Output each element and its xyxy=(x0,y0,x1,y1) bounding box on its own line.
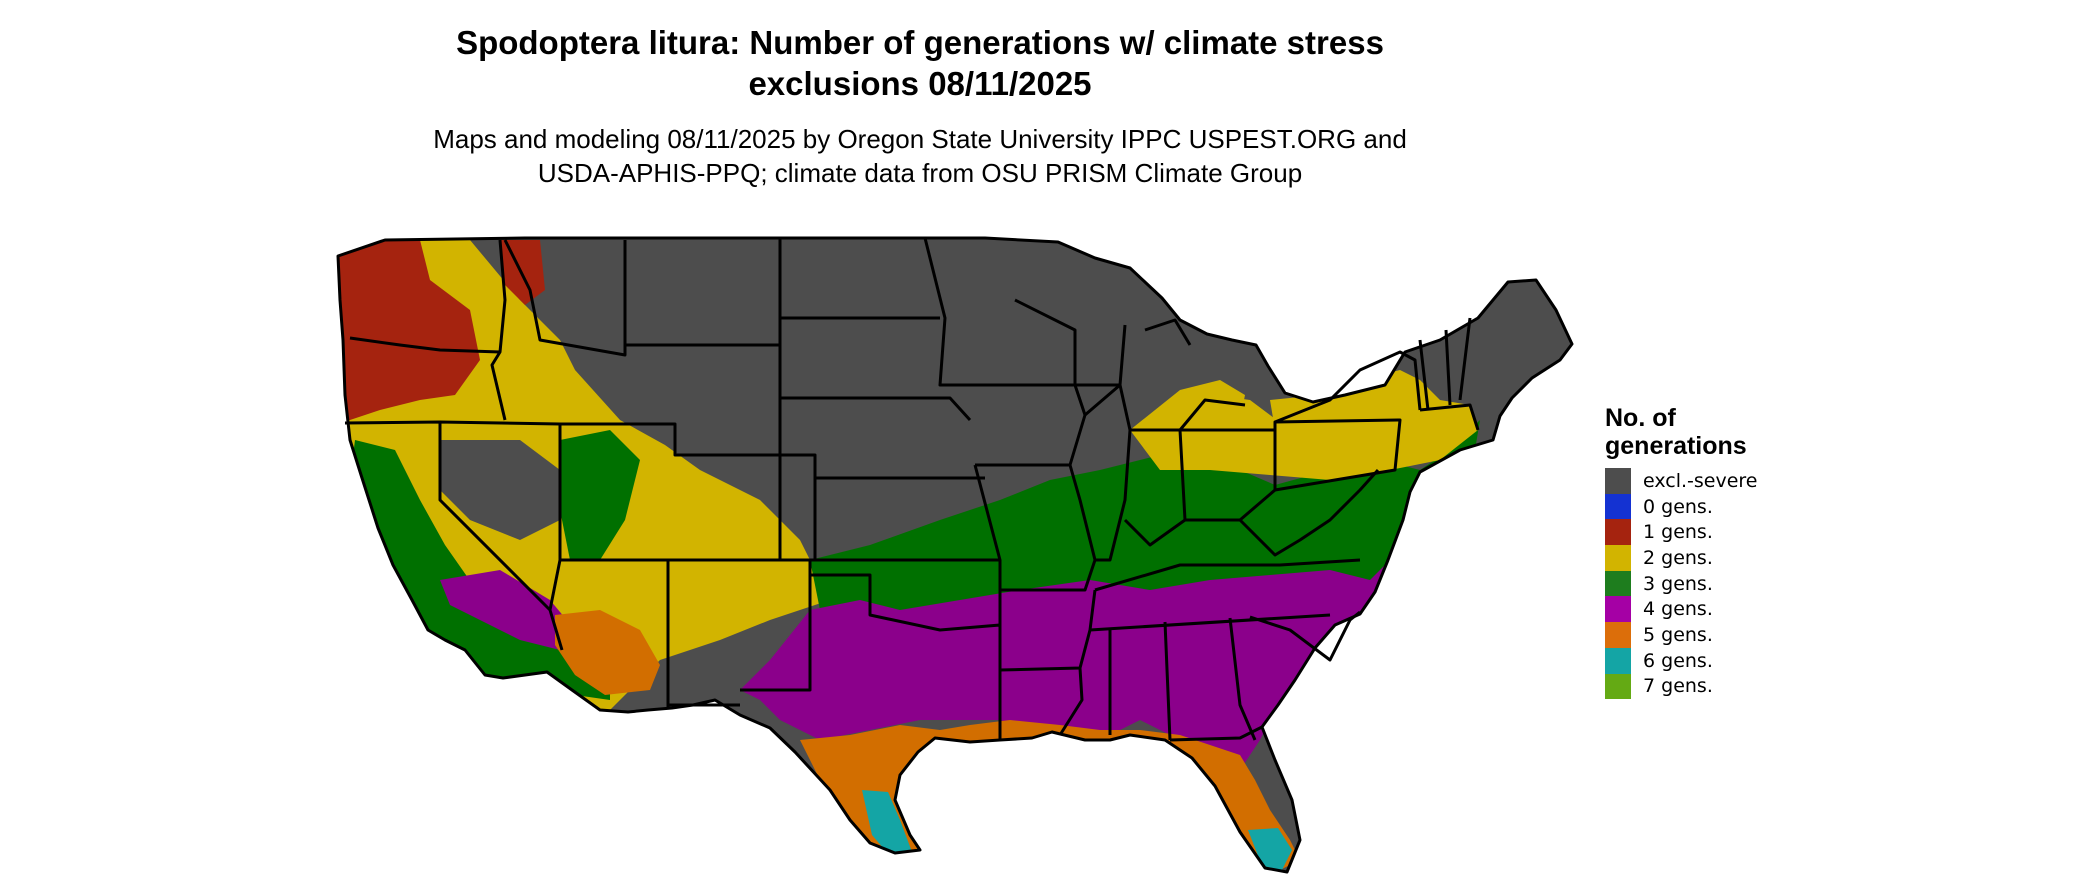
border-ny-north xyxy=(1274,350,1422,424)
legend-items: excl.-severe 0 gens. 1 gens. 2 gens. 3 gens.… xyxy=(1605,468,1845,700)
border-mt-id xyxy=(503,239,627,357)
legend-swatch xyxy=(1605,493,1631,520)
legend-swatch xyxy=(1605,468,1631,494)
border-fl xyxy=(1169,725,1263,742)
border-ms-al-ga xyxy=(1108,617,1257,741)
legend: No. of generations excl.-severe 0 gens. 1 … xyxy=(1605,404,1845,700)
zone-3gen-california xyxy=(350,440,610,700)
border-id-west xyxy=(490,239,507,421)
zone-4gen-desert xyxy=(440,570,575,650)
legend-item: 4 gens. xyxy=(1605,596,1845,623)
legend-label: 5 gens. xyxy=(1643,623,1713,646)
map-title-line-2: exclusions 08/11/2025 xyxy=(748,65,1092,102)
zone-6gen-south-texas xyxy=(862,790,912,856)
legend-label: 6 gens. xyxy=(1643,649,1713,672)
border-nevada-ca xyxy=(438,422,564,651)
legend-swatch xyxy=(1605,596,1631,623)
border-il xyxy=(1084,383,1132,562)
border-va-wv xyxy=(1238,468,1380,557)
border-wa-or xyxy=(349,336,501,354)
legend-label: 2 gens. xyxy=(1643,546,1713,569)
legend-item: 0 gens. xyxy=(1605,493,1845,520)
border-or-ca-nv xyxy=(344,420,561,426)
border-sd-ne xyxy=(780,396,972,422)
border-sc-nc xyxy=(1249,610,1361,662)
border-nevada-az xyxy=(548,559,562,611)
us-outline xyxy=(336,236,1574,874)
legend-item: 7 gens. xyxy=(1605,673,1845,700)
map-subtitle-line-2: USDA-APHIS-PPQ; climate data from OSU PR… xyxy=(537,158,1303,188)
zone-5gen-arizona xyxy=(555,610,660,695)
legend-item: 2 gens. xyxy=(1605,545,1845,571)
legend-label: excl.-severe xyxy=(1643,469,1758,492)
legend-swatch xyxy=(1605,622,1631,648)
legend-title-line-2: generations xyxy=(1605,432,1747,460)
legend-swatch xyxy=(1605,647,1631,674)
border-wi xyxy=(1014,298,1127,387)
map-title: Spodoptera litura: Number of generations… xyxy=(360,22,1480,104)
legend-label: 4 gens. xyxy=(1643,598,1713,621)
zone-3gen-utah-az xyxy=(560,430,640,560)
legend-label: 3 gens. xyxy=(1643,572,1713,595)
legend-swatch xyxy=(1605,519,1631,546)
border-nm-tx xyxy=(668,558,812,692)
border-pa-ny xyxy=(1273,418,1402,492)
zone-excluded-basin xyxy=(440,440,560,540)
map-subtitle-line-1: Maps and modeling 08/11/2025 by Oregon S… xyxy=(433,124,1407,154)
legend-swatch xyxy=(1605,570,1631,597)
legend-label: 0 gens. xyxy=(1643,495,1713,518)
legend-item: excl.-severe xyxy=(1605,468,1845,494)
legend-item: 5 gens. xyxy=(1605,622,1845,648)
border-ky-tn xyxy=(1094,558,1361,592)
border-mo xyxy=(973,464,1097,592)
legend-swatch xyxy=(1605,545,1631,571)
legend-swatch xyxy=(1605,673,1631,700)
map-subtitle: Maps and modeling 08/11/2025 by Oregon S… xyxy=(360,122,1480,190)
legend-label: 7 gens. xyxy=(1643,675,1713,698)
zone-2gen-michigan xyxy=(1180,380,1245,430)
legend-item: 1 gens. xyxy=(1605,519,1845,546)
zone-6gen-south-florida xyxy=(1248,828,1292,870)
border-new-england xyxy=(1418,317,1480,431)
legend-item: 3 gens. xyxy=(1605,570,1845,597)
legend-title: No. of generations xyxy=(1605,404,1845,460)
legend-title-line-1: No. of xyxy=(1605,404,1676,432)
legend-item: 6 gens. xyxy=(1605,647,1845,674)
zone-1gen-northwest xyxy=(338,240,480,420)
map-title-line-1: Spodoptera litura: Number of generations… xyxy=(456,24,1384,61)
state-borders xyxy=(336,236,1574,874)
border-mi xyxy=(1130,318,1246,432)
zone-4gen-southeast xyxy=(740,560,1400,770)
border-la xyxy=(998,667,1084,740)
border-tn-south xyxy=(1089,613,1331,632)
legend-label: 1 gens. xyxy=(1643,521,1713,544)
